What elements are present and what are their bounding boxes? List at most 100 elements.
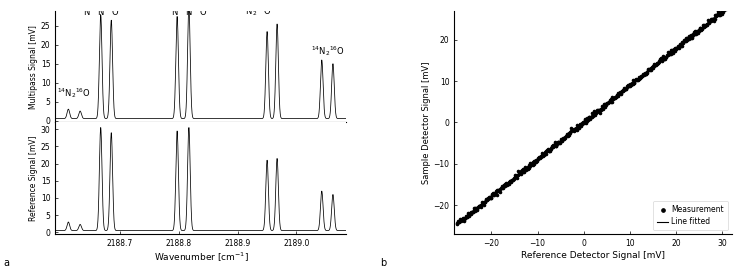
Measurement [561,132,573,136]
Measurement [613,90,625,95]
Measurement [704,19,716,23]
Measurement [705,17,717,22]
Measurement [617,89,629,93]
Measurement [463,212,474,216]
Measurement [637,72,649,77]
Measurement [695,26,707,31]
Measurement [632,76,644,81]
Measurement [473,204,485,208]
Measurement [546,144,558,148]
Measurement [712,13,723,17]
Measurement [681,36,692,40]
Measurement [484,195,496,200]
Measurement [512,173,524,177]
Measurement [518,170,530,174]
Measurement [609,95,621,100]
Measurement [682,36,694,40]
Measurement [681,37,693,42]
Measurement [686,35,698,40]
Measurement [508,173,520,177]
Measurement [477,200,488,204]
Measurement [664,50,676,54]
Measurement [528,162,540,166]
Measurement [716,10,728,14]
Measurement [565,126,577,130]
Measurement [670,47,681,51]
Measurement [676,40,688,44]
Measurement [563,133,575,137]
Measurement [483,196,494,200]
Measurement [698,23,710,27]
Measurement [590,112,602,117]
Line fitted [582,119,590,122]
Measurement [497,186,508,190]
Measurement [491,188,503,192]
Measurement [488,191,500,196]
Measurement [717,10,729,14]
Measurement [451,221,463,225]
Measurement [647,66,658,70]
Text: $^{14}$N$^{15}$N$^{16}$O: $^{14}$N$^{15}$N$^{16}$O [76,6,120,18]
Measurement [579,117,590,121]
Measurement [670,46,682,50]
Measurement [456,217,468,221]
Measurement [659,57,671,62]
Measurement [667,49,678,54]
Measurement [633,75,645,79]
Measurement [715,10,726,15]
Measurement [621,84,633,89]
Measurement [591,110,603,115]
Measurement [551,143,562,148]
Measurement [659,56,671,60]
Measurement [631,77,643,82]
Measurement [527,162,539,167]
Line fitted [718,9,727,12]
Measurement [459,216,471,220]
Measurement [619,88,630,93]
Measurement [619,87,631,91]
Measurement [453,220,465,225]
Measurement [553,140,565,144]
Measurement [519,164,531,169]
Measurement [517,167,529,171]
Measurement [575,124,587,128]
Measurement [481,197,493,201]
Measurement [658,56,670,61]
Measurement [634,76,646,80]
Measurement [588,109,600,113]
Measurement [533,156,545,160]
Measurement [577,121,589,125]
Measurement [697,25,709,29]
Measurement [632,78,644,82]
Measurement [598,104,610,108]
Measurement [709,13,721,17]
Measurement [458,218,470,223]
Measurement [574,123,586,127]
Line: Line fitted: Line fitted [457,6,729,224]
Measurement [685,36,697,41]
Measurement [548,143,559,147]
Measurement [519,167,531,171]
Measurement [521,166,533,170]
Measurement [537,153,548,157]
Measurement [687,31,699,36]
Measurement [657,56,669,61]
Measurement [626,82,638,86]
Measurement [644,68,655,72]
Measurement [623,84,635,88]
Measurement [481,198,493,203]
Measurement [483,196,495,200]
Measurement [486,192,498,196]
Measurement [503,179,515,184]
Measurement [517,168,528,173]
Measurement [517,170,528,174]
Measurement [536,155,548,159]
Measurement [666,48,678,52]
Measurement [579,121,591,125]
Measurement [684,34,696,38]
Measurement [511,173,523,178]
Measurement [514,171,526,175]
Measurement [460,215,472,219]
Measurement [494,190,505,194]
Measurement [473,203,485,208]
